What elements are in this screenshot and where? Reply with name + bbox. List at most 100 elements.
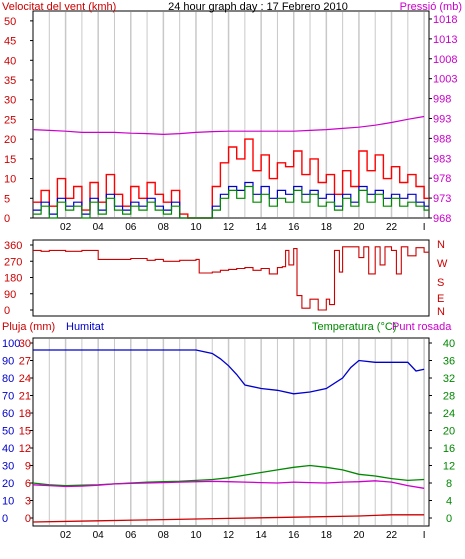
direction-series [33, 246, 429, 311]
direction-tick-label: 0 [4, 305, 10, 317]
pressure-tick-label: 1008 [433, 54, 457, 66]
wind-x-tick-label: 02 [60, 222, 72, 233]
direction-tick-label: 360 [4, 240, 22, 252]
climate-plot-area [32, 337, 430, 527]
humidity-axis-title: Humitat [66, 321, 104, 333]
pressure-tick-label: 998 [433, 94, 451, 106]
climate-x-tick-label: 18 [321, 530, 333, 541]
pressure-tick-label: 1013 [433, 34, 457, 46]
climate-x-tick-label: 20 [353, 530, 365, 541]
wind-x-tick-label: 22 [386, 222, 398, 233]
speed-wind-line [33, 185, 429, 219]
climate-x-tick-label: 08 [158, 530, 170, 541]
wind-tick-label: 50 [4, 16, 16, 28]
pressure-tick-label: 973 [433, 193, 451, 205]
wind-axis-title: Velocitat del vent (kmh) [2, 1, 116, 13]
temperature-tick-label: 8 [446, 478, 452, 490]
pressure-tick-label: 983 [433, 153, 451, 165]
temperature-tick-label: 24 [443, 408, 455, 420]
rain-tick-label: 0 [25, 513, 31, 525]
humidity-line [33, 349, 425, 395]
wind-x-tick-label: 12 [223, 222, 235, 233]
climate-x-tick-label: 12 [223, 530, 235, 541]
temperature-tick-label: 32 [443, 373, 455, 385]
rain-tick-label: 12 [19, 443, 31, 455]
rain-tick-label: 9 [25, 461, 31, 473]
temperature-tick-label: 4 [446, 496, 452, 508]
humidity-tick-label: 0 [2, 513, 8, 525]
wind-x-tick-label: I [423, 222, 426, 233]
pressure-tick-label: 1003 [433, 74, 457, 86]
rain-tick-label: 27 [19, 356, 31, 368]
wind-left-ticks: 0 5 10 15 20 25 30 35 40 45 50 [4, 16, 33, 225]
wind-x-tick-label: 08 [158, 222, 170, 233]
wind-direction-line [33, 246, 429, 311]
temperature-tick-label: 28 [443, 391, 455, 403]
pressure-tick-label: 978 [433, 173, 451, 185]
wind-tick-label: 0 [4, 213, 10, 225]
climate-grid [48, 339, 425, 525]
direction-left-ticks: 0 90 180 270 360 [4, 240, 33, 317]
rain-line [32, 514, 425, 523]
climate-x-tick-label: 16 [288, 530, 300, 541]
wind-tick-label: 45 [4, 36, 16, 48]
dewpoint-axis-title: Punt rosada [392, 321, 452, 333]
rain-axis-title: Pluja (mm) [2, 321, 55, 333]
temperature-tick-label: 36 [443, 356, 455, 368]
wind-series [32, 115, 429, 219]
wind-tick-label: 40 [4, 55, 16, 67]
humidity-tick-label: 30 [2, 461, 14, 473]
wind-x-tick-label: 04 [93, 222, 105, 233]
compass-tick-label: S [437, 277, 444, 289]
wind-x-ticks: 02 04 06 08 10 12 14 16 18 20 22 I [60, 222, 425, 233]
wind-tick-label: 5 [4, 193, 10, 205]
rain-tick-label: 18 [19, 408, 31, 420]
rain-tick-label: 24 [19, 373, 31, 385]
temperature-axis-title: Temperatura (°C) [312, 321, 396, 333]
humidity-tick-label: 90 [2, 356, 14, 368]
temperature-tick-label: 0 [446, 513, 452, 525]
wind-tick-label: 25 [4, 114, 16, 126]
climate-x-tick-label: 10 [190, 530, 202, 541]
direction-plot-area [32, 239, 430, 317]
wind-plot-area [32, 10, 430, 219]
rain-tick-label: 3 [25, 496, 31, 508]
rain-tick-label: 21 [19, 391, 31, 403]
wind-x-tick-label: 18 [321, 222, 333, 233]
climate-x-tick-label: 06 [125, 530, 137, 541]
temperature-tick-label: 20 [443, 426, 455, 438]
temperature-tick-label: 16 [443, 443, 455, 455]
climate-x-tick-label: 04 [93, 530, 105, 541]
wind-x-tick-label: 10 [190, 222, 202, 233]
humidity-tick-label: 100 [2, 338, 20, 350]
wind-x-tick-label: 06 [125, 222, 137, 233]
chart-title: 24 hour graph day : 17 Febrero 2010 [168, 1, 348, 13]
pressure-axis-title: Pressió (mb) [400, 1, 462, 13]
pressure-tick-label: 993 [433, 113, 451, 125]
humidity-tick-label: 10 [2, 496, 14, 508]
direction-tick-label: 180 [4, 273, 22, 285]
wind-tick-label: 35 [4, 75, 16, 87]
humidity-tick-label: 70 [2, 391, 14, 403]
humidity-tick-label: 20 [2, 478, 14, 490]
climate-x-ticks: 02 04 06 08 10 12 14 16 18 20 22 I [60, 530, 425, 541]
pressure-tick-label: 968 [433, 213, 451, 225]
humidity-tick-label: 40 [2, 443, 14, 455]
wind-x-tick-label: 14 [256, 222, 268, 233]
compass-tick-label: N [437, 306, 445, 318]
rain-tick-label: 6 [25, 478, 31, 490]
climate-x-tick-label: I [423, 530, 426, 541]
temperature-tick-label: 40 [443, 338, 455, 350]
rain-tick-label: 15 [19, 426, 31, 438]
climate-series [32, 349, 425, 523]
compass-tick-label: N [437, 239, 445, 251]
wind-tick-label: 30 [4, 95, 16, 107]
wind-x-tick-label: 16 [288, 222, 300, 233]
climate-x-tick-label: 14 [256, 530, 268, 541]
wind-tick-label: 20 [4, 134, 16, 146]
